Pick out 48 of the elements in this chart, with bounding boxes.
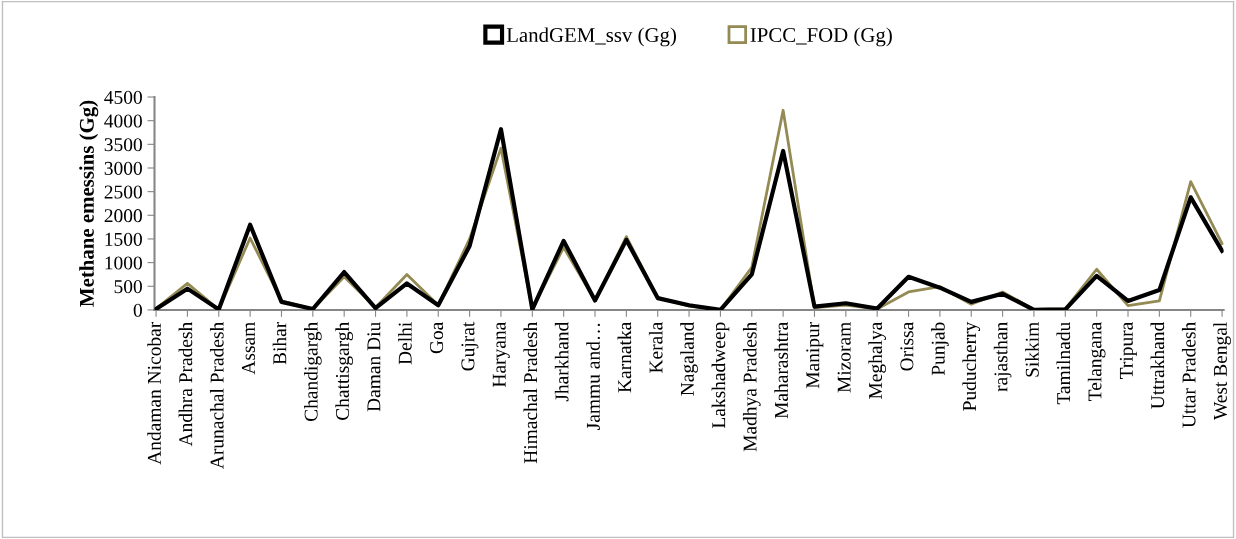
x-tick-label: Mizoram xyxy=(837,322,851,393)
x-tick-label: Uttrakhand xyxy=(1150,321,1165,409)
x-tick-label: Karnatka xyxy=(617,322,632,393)
x-tick-label: Jharkhand xyxy=(554,321,569,402)
x-tick-label: Maharashtra xyxy=(774,322,788,419)
x-tick-label: Chandigargh xyxy=(303,321,322,422)
legend-label: LandGEM_ssv (Gg) xyxy=(506,27,676,47)
y-tick-label: 3000 xyxy=(104,161,142,175)
x-tick-label: Lakshadweep xyxy=(711,322,730,429)
x-tick-label: Nagaland xyxy=(680,321,698,396)
x-tick-label: Telangana xyxy=(1087,322,1106,401)
y-axis-title: Methane emessins (Gg) xyxy=(79,100,99,307)
x-tick-label: Gujrat xyxy=(461,321,479,371)
x-tick-label: Daman Diu xyxy=(367,322,381,412)
x-tick-label: Orissa xyxy=(900,322,914,371)
x-tick-label: Madhya Pradesh xyxy=(742,321,761,452)
x-tick-label: Punjab xyxy=(931,322,949,376)
y-tick-label: 500 xyxy=(114,280,142,294)
x-tick-label: Sikkim xyxy=(1025,322,1039,377)
y-tick-label: 0 xyxy=(133,303,142,317)
x-tick-label: rajasthan xyxy=(993,322,1012,392)
x-tick-label: Goa xyxy=(430,322,444,354)
x-tick-label: Bihar xyxy=(272,321,287,365)
x-tick-label: Himachal Pradesh xyxy=(523,321,538,464)
x-tick-label: Andhra Pradesh xyxy=(178,321,193,447)
x-tick-label: Puducherry xyxy=(962,321,981,411)
legend-label: IPCC_FOD (Gg) xyxy=(750,27,892,47)
y-tick-label: 4000 xyxy=(104,114,142,128)
x-tick-label: Uttar Pradesh xyxy=(1181,321,1196,428)
x-tick-label: Assam xyxy=(241,322,255,375)
x-tick-label: Manipur xyxy=(806,321,824,389)
y-tick-label: 1000 xyxy=(105,256,142,270)
x-tick-label: Arunachal Pradesh xyxy=(209,321,224,469)
x-tick-label: Meghalya xyxy=(868,322,887,399)
x-tick-label: Jammu and… xyxy=(586,323,600,430)
x-tick-label: Tripura xyxy=(1119,321,1137,379)
y-tick-label: 4500 xyxy=(104,90,142,104)
x-tick-label: Andaman Nicobar xyxy=(147,321,161,465)
x-tick-label: Kerala xyxy=(648,322,663,373)
x-tick-label: Delhi xyxy=(398,322,412,365)
y-tick-label: 1500 xyxy=(105,232,142,246)
x-tick-label: West Bengal xyxy=(1213,322,1231,421)
x-tick-label: Chattisgargh xyxy=(335,321,354,420)
x-tick-label: Haryana xyxy=(492,322,510,388)
y-tick-label: 3500 xyxy=(104,138,142,152)
x-tick-label: Tamilnadu xyxy=(1056,322,1071,405)
y-tick-label: 2500 xyxy=(104,185,142,199)
y-tick-label: 2000 xyxy=(104,209,142,223)
